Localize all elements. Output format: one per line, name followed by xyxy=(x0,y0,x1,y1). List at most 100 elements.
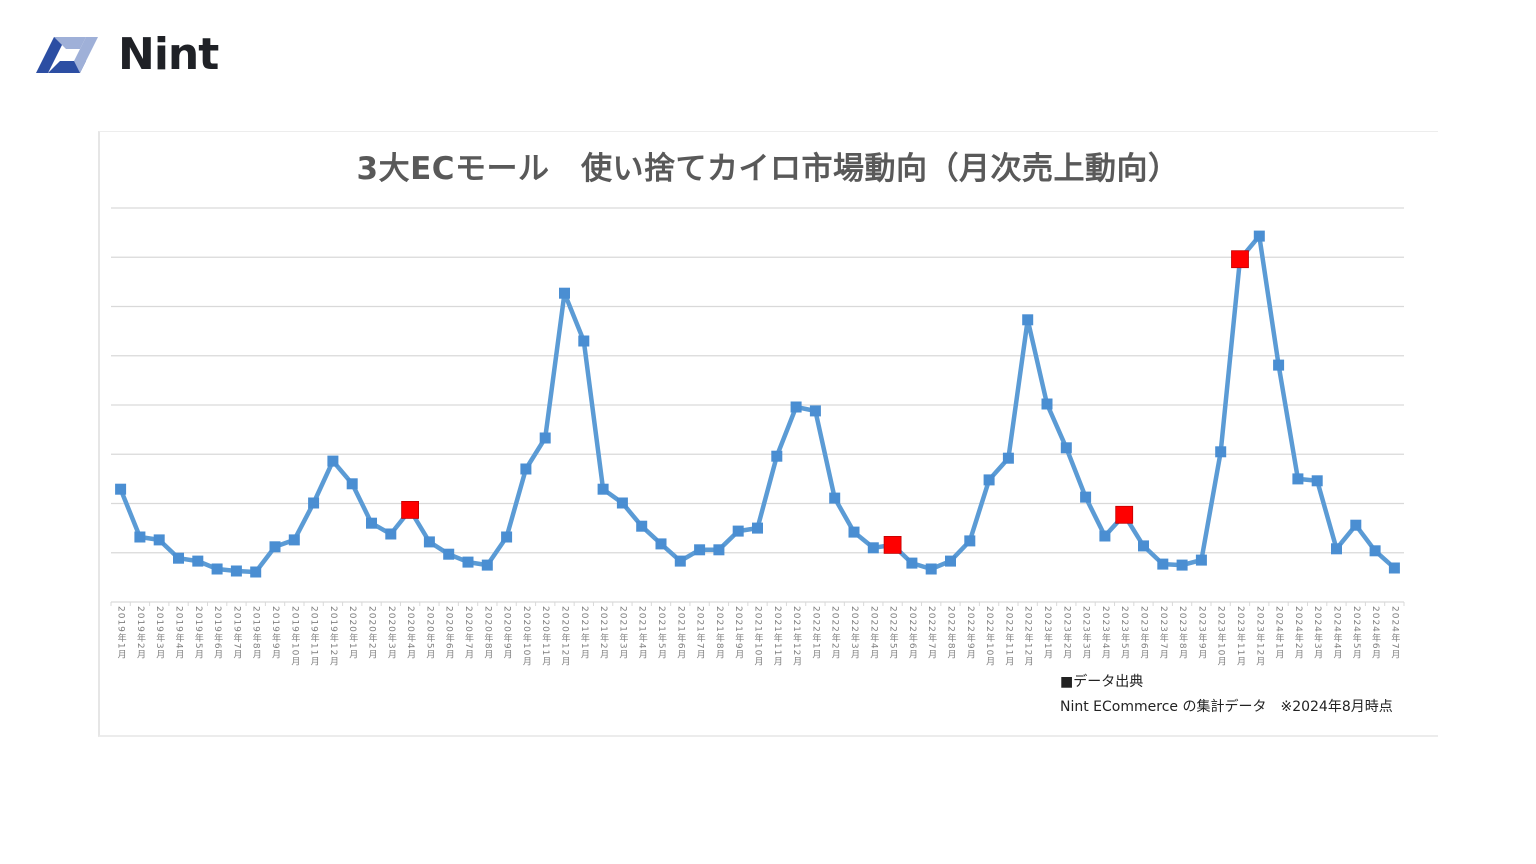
x-tick-label: 2021年1月 xyxy=(578,606,589,660)
data-point xyxy=(153,534,165,546)
highlight-data-point xyxy=(1231,250,1249,269)
x-tick-label: 2024年7月 xyxy=(1389,606,1400,660)
data-point xyxy=(230,565,242,577)
data-point xyxy=(713,544,725,556)
source-heading: ■データ出典 xyxy=(1060,674,1144,690)
x-tick-label: 2023年12月 xyxy=(1254,606,1265,667)
data-point xyxy=(1041,398,1053,410)
data-point xyxy=(829,492,841,504)
data-point xyxy=(1388,562,1400,574)
x-tick-label: 2021年10月 xyxy=(752,606,763,667)
x-tick-label: 2021年7月 xyxy=(694,606,705,660)
x-tick-label: 2019年3月 xyxy=(154,606,165,660)
x-tick-label: 2023年5月 xyxy=(1119,606,1130,660)
x-tick-label: 2021年8月 xyxy=(713,606,724,660)
data-point xyxy=(1253,230,1265,242)
data-point xyxy=(269,541,281,553)
x-tick-label: 2024年2月 xyxy=(1292,606,1303,660)
x-tick-label: 2023年10月 xyxy=(1215,606,1226,667)
data-point xyxy=(1022,314,1034,326)
x-tick-label: 2023年8月 xyxy=(1177,606,1188,660)
x-tick-label: 2020年2月 xyxy=(366,606,377,660)
data-point xyxy=(616,497,628,509)
sales-series-line xyxy=(118,233,1397,575)
x-tick-label: 2022年11月 xyxy=(1003,606,1014,667)
x-tick-label: 2019年6月 xyxy=(212,606,223,660)
data-point xyxy=(1002,452,1014,464)
x-tick-label: 2023年4月 xyxy=(1099,606,1110,660)
data-point xyxy=(366,517,377,529)
x-tick-label: 2021年6月 xyxy=(675,606,686,660)
x-tick-label: 2020年6月 xyxy=(443,606,454,660)
x-tick-label: 2019年5月 xyxy=(192,606,203,660)
data-point xyxy=(288,534,300,546)
data-point xyxy=(1215,446,1227,458)
x-tick-label: 2023年3月 xyxy=(1080,606,1091,660)
data-point xyxy=(906,557,918,569)
data-point xyxy=(173,552,184,564)
data-point xyxy=(250,566,262,578)
data-point xyxy=(1060,442,1072,454)
data-point xyxy=(520,463,532,475)
data-point xyxy=(848,526,860,538)
x-tick-label: 2022年2月 xyxy=(829,606,840,660)
x-tick-label: 2022年7月 xyxy=(926,606,937,660)
data-point xyxy=(809,405,821,417)
data-point xyxy=(423,536,435,548)
chart-frame xyxy=(98,131,1438,737)
x-tick-label: 2022年12月 xyxy=(1022,606,1033,667)
x-tick-label: 2019年1月 xyxy=(115,606,126,660)
x-tick-label: 2024年4月 xyxy=(1331,606,1342,660)
x-tick-label: 2024年3月 xyxy=(1312,606,1323,660)
x-tick-label: 2019年12月 xyxy=(327,606,338,667)
logo-wordmark: Nint xyxy=(118,29,219,80)
x-tick-label: 2020年8月 xyxy=(482,606,493,660)
x-tick-label: 2022年3月 xyxy=(848,606,859,660)
data-point xyxy=(674,555,686,567)
data-point xyxy=(559,287,570,299)
chart-title: 3大ECモール 使い捨てカイロ市場動向（月次売上動向） xyxy=(356,151,1180,187)
highlight-data-point xyxy=(401,500,420,519)
x-axis-tick-labels: 2019年1月 2019年2月 2019年3月 2019年4月 2019年5月 2019年… xyxy=(0,606,1536,666)
data-point xyxy=(636,520,648,532)
x-tick-label: 2021年12月 xyxy=(791,606,802,667)
data-point xyxy=(481,559,493,571)
data-point xyxy=(462,556,474,568)
data-point xyxy=(211,563,223,575)
data-point xyxy=(346,478,358,490)
source-text: Nint ECommerce の集計データ ※2024年8月時点 xyxy=(1060,699,1393,715)
x-tick-label: 2019年9月 xyxy=(270,606,281,660)
nint-logo-mark-icon xyxy=(36,37,98,73)
x-tick-label: 2022年10月 xyxy=(984,606,995,667)
data-point xyxy=(925,563,937,575)
x-tick-label: 2019年8月 xyxy=(250,606,261,660)
x-tick-label: 2022年8月 xyxy=(945,606,956,660)
x-tick-label: 2019年2月 xyxy=(134,606,145,660)
data-point xyxy=(1311,475,1323,487)
x-tick-label: 2023年2月 xyxy=(1061,606,1072,660)
x-tick-label: 2023年6月 xyxy=(1138,606,1149,660)
data-point xyxy=(1080,491,1092,503)
x-tick-label: 2022年4月 xyxy=(868,606,879,660)
data-point xyxy=(964,535,976,547)
data-point xyxy=(1292,473,1304,485)
data-point xyxy=(1138,540,1149,552)
gridlines xyxy=(111,207,1404,554)
x-tick-label: 2021年9月 xyxy=(733,606,744,660)
x-tick-label: 2020年4月 xyxy=(405,606,416,660)
data-point xyxy=(443,548,455,560)
data-point xyxy=(771,450,783,462)
x-tick-label: 2022年1月 xyxy=(810,606,821,660)
x-tick-label: 2020年10月 xyxy=(520,606,531,667)
data-point xyxy=(115,483,127,495)
data-point-markers xyxy=(115,230,1400,578)
data-point xyxy=(655,538,667,550)
data-point xyxy=(308,497,320,509)
x-tick-label: 2019年10月 xyxy=(289,606,300,667)
data-point xyxy=(327,455,339,467)
x-tick-label: 2021年4月 xyxy=(636,606,647,660)
data-point xyxy=(578,335,590,347)
data-point xyxy=(192,555,204,567)
data-point xyxy=(1350,519,1362,531)
data-point xyxy=(983,474,995,486)
